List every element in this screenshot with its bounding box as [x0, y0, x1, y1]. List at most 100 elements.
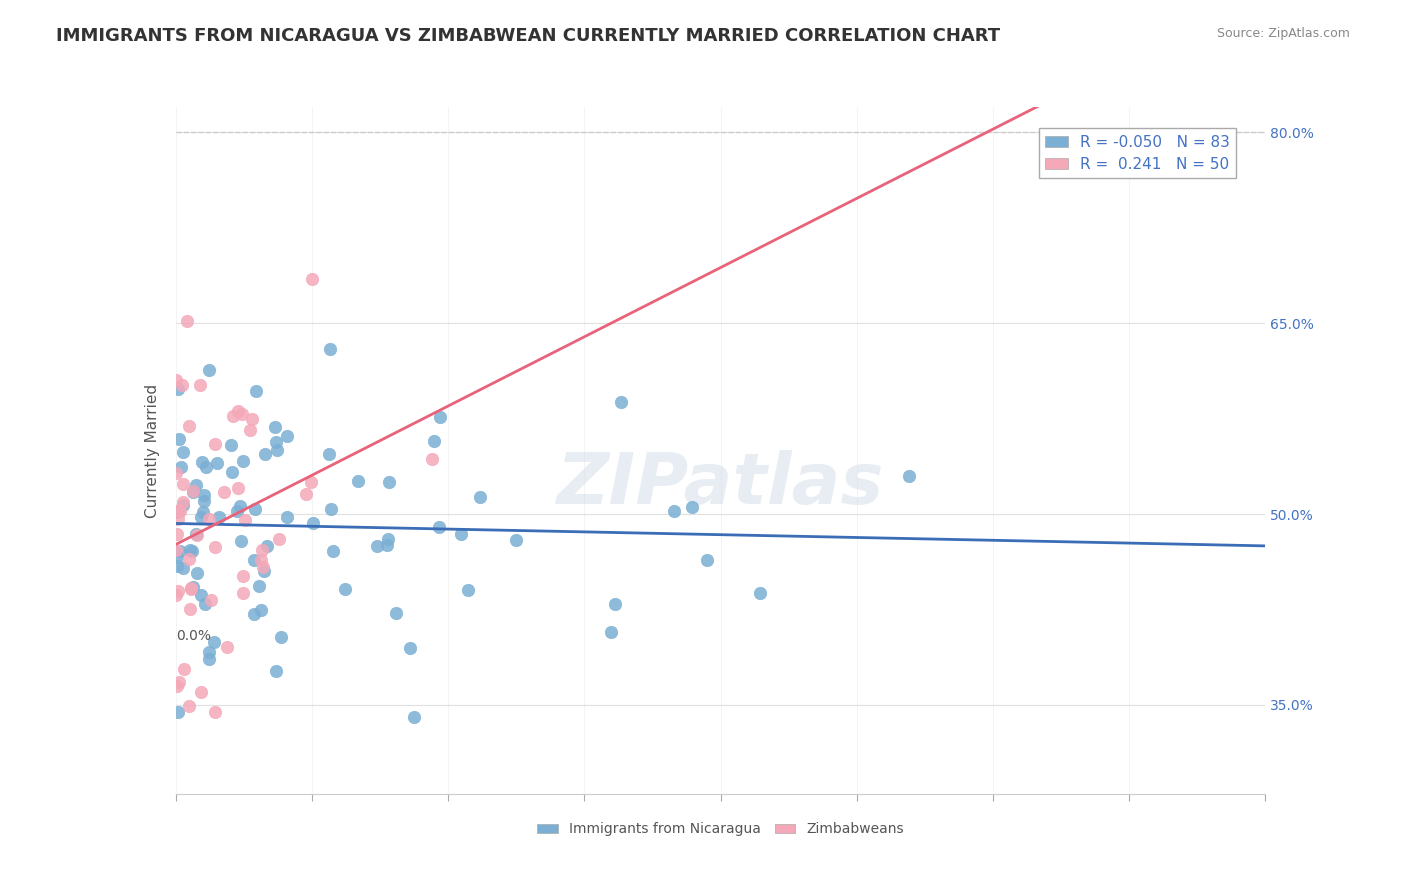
Point	[180, 581, 202, 595]
Point	[605, 597, 627, 611]
Point	[468, 490, 491, 504]
Point	[301, 475, 323, 490]
Point	[170, 460, 193, 475]
Point	[235, 513, 257, 527]
Point	[226, 482, 249, 496]
Point	[450, 526, 472, 541]
Point	[253, 447, 276, 461]
Point	[167, 512, 190, 526]
Point	[204, 705, 226, 719]
Point	[179, 419, 201, 434]
Point	[318, 446, 340, 460]
Point	[190, 378, 212, 392]
Point	[186, 527, 208, 541]
Point	[232, 586, 254, 600]
Point	[226, 504, 249, 518]
Point	[696, 553, 718, 567]
Point	[176, 313, 198, 327]
Point	[240, 412, 263, 426]
Point	[897, 469, 920, 483]
Point	[250, 603, 273, 617]
Point	[169, 544, 191, 558]
Legend: Immigrants from Nicaragua, Zimbabweans: Immigrants from Nicaragua, Zimbabweans	[531, 817, 910, 842]
Point	[600, 625, 623, 640]
Point	[252, 560, 274, 574]
Point	[215, 640, 238, 655]
Point	[167, 584, 190, 599]
Y-axis label: Currently Married: Currently Married	[145, 384, 160, 517]
Point	[231, 533, 253, 548]
Point	[193, 505, 215, 519]
Point	[172, 378, 194, 392]
Point	[427, 520, 450, 534]
Point	[186, 566, 208, 580]
Point	[301, 272, 323, 286]
Point	[190, 684, 212, 698]
Point	[207, 456, 229, 470]
Point	[301, 516, 323, 530]
Point	[181, 580, 204, 594]
Point	[179, 543, 201, 558]
Point	[250, 552, 273, 566]
Text: IMMIGRANTS FROM NICARAGUA VS ZIMBABWEAN CURRENTLY MARRIED CORRELATION CHART: IMMIGRANTS FROM NICARAGUA VS ZIMBABWEAN …	[56, 27, 1000, 45]
Point	[264, 664, 287, 678]
Point	[166, 550, 188, 565]
Point	[276, 429, 298, 443]
Point	[228, 404, 250, 418]
Point	[194, 597, 217, 611]
Point	[221, 465, 243, 479]
Text: Source: ZipAtlas.com: Source: ZipAtlas.com	[1216, 27, 1350, 40]
Point	[375, 538, 398, 552]
Point	[681, 500, 703, 514]
Point	[200, 593, 222, 607]
Point	[167, 503, 190, 517]
Point	[322, 544, 344, 558]
Point	[276, 510, 298, 524]
Point	[172, 495, 194, 509]
Point	[165, 373, 187, 387]
Point	[377, 533, 399, 547]
Point	[228, 499, 250, 513]
Point	[264, 420, 287, 434]
Point	[172, 444, 194, 458]
Point	[198, 512, 221, 526]
Point	[204, 541, 226, 555]
Point	[250, 542, 273, 557]
Point	[172, 498, 194, 512]
Point	[243, 607, 266, 621]
Point	[267, 533, 290, 547]
Point	[319, 342, 342, 356]
Point	[232, 569, 254, 583]
Point	[193, 488, 215, 502]
Point	[194, 460, 217, 475]
Point	[165, 505, 187, 519]
Point	[172, 561, 194, 575]
Point	[191, 455, 214, 469]
Point	[172, 476, 194, 491]
Point	[366, 539, 388, 553]
Point	[232, 454, 254, 468]
Point	[208, 510, 231, 524]
Point	[165, 467, 187, 481]
Point	[180, 582, 202, 597]
Point	[266, 442, 288, 457]
Point	[190, 588, 212, 602]
Point	[420, 452, 443, 467]
Point	[190, 510, 212, 524]
Point	[197, 363, 219, 377]
Point	[181, 483, 204, 498]
Point	[219, 438, 242, 452]
Point	[165, 588, 187, 602]
Point	[664, 504, 686, 518]
Point	[422, 434, 444, 448]
Point	[221, 409, 243, 424]
Point	[378, 475, 401, 489]
Point	[183, 484, 205, 499]
Point	[231, 408, 253, 422]
Point	[399, 641, 422, 656]
Point	[166, 705, 188, 719]
Point	[166, 679, 188, 693]
Point	[610, 395, 633, 409]
Point	[173, 661, 195, 675]
Point	[239, 423, 262, 437]
